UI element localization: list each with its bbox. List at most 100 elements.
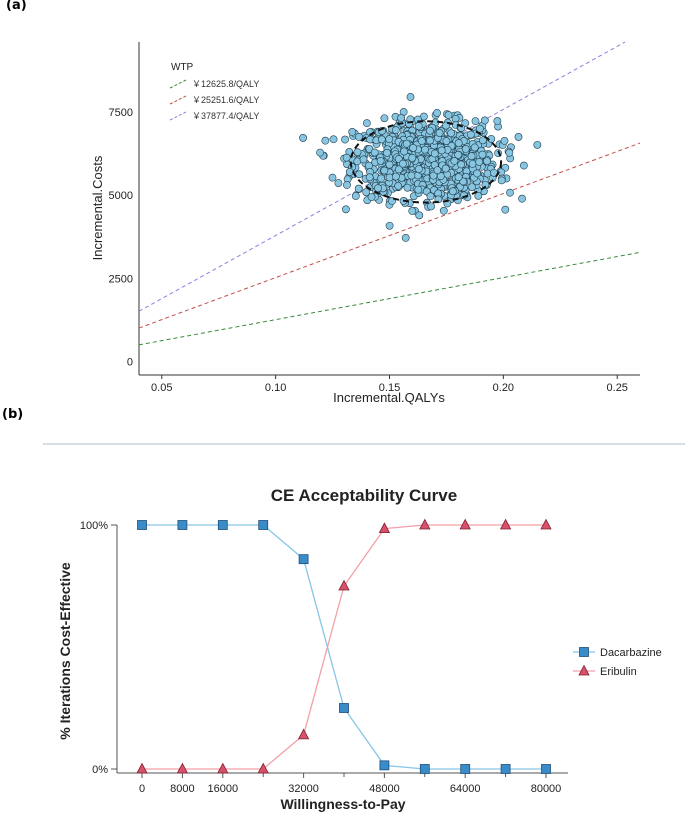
a-scatter-point [506, 188, 514, 197]
b-x-tick-label: 64000 [450, 783, 481, 795]
a-scatter-point [407, 171, 416, 180]
a-legend-swatch [169, 111, 187, 121]
a-scatter-point [518, 194, 526, 203]
b-legend: Dacarbazine Eribulin [573, 647, 662, 678]
b-series-line [142, 524, 546, 770]
b-legend-label: Eribulin [600, 666, 637, 678]
a-scatter-point [377, 174, 386, 183]
a-scatter-point [334, 179, 343, 187]
b-point-eribulin [297, 728, 310, 740]
b-chart-title: CE Acceptability Curve [271, 486, 457, 505]
a-scatter-point [408, 207, 417, 215]
a-scatter-point [299, 134, 307, 142]
a-scatter-point [429, 171, 438, 180]
a-scatter-point [497, 176, 506, 185]
a-y-tick-label: 5000 [109, 190, 133, 202]
a-scatter-point [394, 165, 403, 174]
a-wtp-line [138, 41, 626, 312]
b-y-tick-0: 0% [92, 764, 108, 776]
a-y-tick-label: 7500 [109, 107, 133, 119]
b-point-eribulin [419, 518, 431, 530]
a-scatter-point [355, 132, 363, 141]
a-scatter-point [471, 117, 480, 126]
b-point-eribulin [257, 762, 269, 774]
a-scatter-point [329, 135, 338, 144]
b-point-dacarbazine [258, 520, 269, 530]
a-legend-label: ￥37877.4/QALY [192, 111, 259, 121]
panel-a-label: (a) [6, 0, 27, 13]
a-scatter-point [391, 172, 400, 181]
a-y-axis-title: Incremental.Costs [90, 155, 105, 260]
b-point-dacarbazine [419, 764, 430, 774]
b-point-dacarbazine [177, 520, 188, 530]
cost-effectiveness-plane: 0.05 0.10 0.15 0.20 0.25 0 2500 5000 7500 Increm… [90, 41, 641, 405]
a-scatter-point [367, 193, 376, 201]
a-scatter-point [448, 187, 457, 196]
b-point-dacarbazine [379, 760, 390, 771]
b-series-line [142, 524, 546, 770]
a-scatter-point [380, 166, 389, 175]
b-x-tick-label: 32000 [288, 783, 319, 795]
a-scatter-point [426, 126, 434, 135]
a-scatter-point [442, 137, 451, 145]
a-scatter-point [426, 136, 434, 145]
a-scatter-point [394, 182, 403, 190]
a-scatter-point [505, 148, 514, 157]
a-scatter-point [342, 205, 350, 214]
a-scatter-point [514, 133, 523, 141]
a-scatter-point [468, 183, 476, 192]
a-scatter-point [385, 221, 394, 230]
a-y-tick-label: 0 [127, 357, 133, 369]
a-scatter-point [343, 181, 351, 189]
a-scatter-point [441, 164, 450, 173]
a-scatter-point [400, 147, 408, 156]
a-x-axis-title: Incremental.QALYs [333, 390, 445, 405]
a-scatter-point [414, 122, 423, 131]
a-scatter-point [391, 126, 400, 135]
a-scatter-point [376, 156, 385, 165]
b-point-eribulin [540, 518, 552, 530]
b-point-dacarbazine [460, 764, 471, 774]
a-scatter-point [414, 185, 423, 194]
a-scatter-point [493, 117, 502, 125]
a-scatter-point [370, 148, 379, 157]
b-point-eribulin [499, 518, 512, 530]
a-scatter-point [409, 144, 418, 152]
a-scatter-point [380, 114, 389, 123]
b-point-eribulin [136, 762, 148, 774]
a-scatter-point [481, 180, 490, 189]
a-scatter-point [362, 119, 371, 128]
b-x-tick-label: 16000 [208, 783, 239, 795]
a-scatter-point [365, 145, 374, 153]
a-scatter-point [354, 184, 363, 193]
a-x-tick-label: 0.05 [151, 382, 172, 394]
a-scatter-point [351, 192, 360, 200]
a-wtp-line [138, 251, 641, 346]
a-scatter-point [433, 166, 442, 175]
a-scatter-point [385, 160, 394, 169]
b-point-eribulin [338, 579, 350, 591]
a-scatter-point [406, 93, 415, 101]
a-legend-label: ￥12625.8/QALY [192, 79, 259, 89]
a-wtp-line [138, 142, 641, 329]
a-scatter-point [377, 135, 386, 144]
a-legend-swatch [169, 95, 187, 105]
b-point-eribulin [459, 518, 471, 530]
b-point-eribulin [176, 762, 189, 774]
a-scatter-point [435, 129, 444, 137]
a-x-tick-label: 0.20 [493, 382, 514, 394]
a-x-tick-label: 0.15 [379, 382, 400, 394]
a-scatter-point [397, 114, 406, 122]
a-scatter-point [427, 202, 435, 211]
a-scatter-point [478, 136, 487, 145]
a-y-tick-label: 2500 [109, 273, 133, 285]
a-legend: WTP ￥12625.8/QALY ￥25251.6/QALY ￥37877.4/Q… [169, 62, 259, 121]
a-scatter-point [401, 233, 410, 242]
b-point-eribulin [217, 762, 229, 774]
a-scatter-point [417, 137, 426, 145]
a-scatter-point [450, 157, 459, 165]
b-legend-triangle-marker [578, 664, 590, 676]
a-scatter-point [403, 183, 412, 192]
b-x-axis-title: Willingness-to-Pay [280, 796, 405, 812]
b-point-dacarbazine [339, 703, 349, 713]
